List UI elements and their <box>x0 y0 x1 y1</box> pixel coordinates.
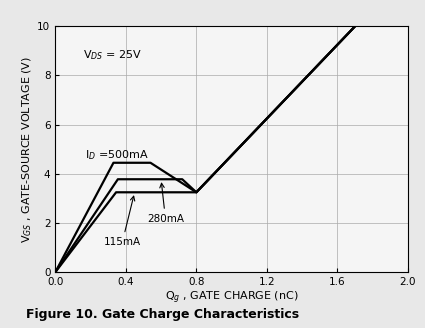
Text: 280mA: 280mA <box>147 183 184 224</box>
Text: I$_D$ =500mA: I$_D$ =500mA <box>85 148 149 162</box>
Text: Figure 10. Gate Charge Characteristics: Figure 10. Gate Charge Characteristics <box>26 308 299 321</box>
X-axis label: Q$_g$ , GATE CHARGE (nC): Q$_g$ , GATE CHARGE (nC) <box>165 290 298 306</box>
Text: V$_{DS}$ = 25V: V$_{DS}$ = 25V <box>83 48 142 62</box>
Text: 115mA: 115mA <box>104 196 141 247</box>
Y-axis label: V$_{GS}$ , GATE-SOURCE VOLTAGE (V): V$_{GS}$ , GATE-SOURCE VOLTAGE (V) <box>21 56 34 243</box>
